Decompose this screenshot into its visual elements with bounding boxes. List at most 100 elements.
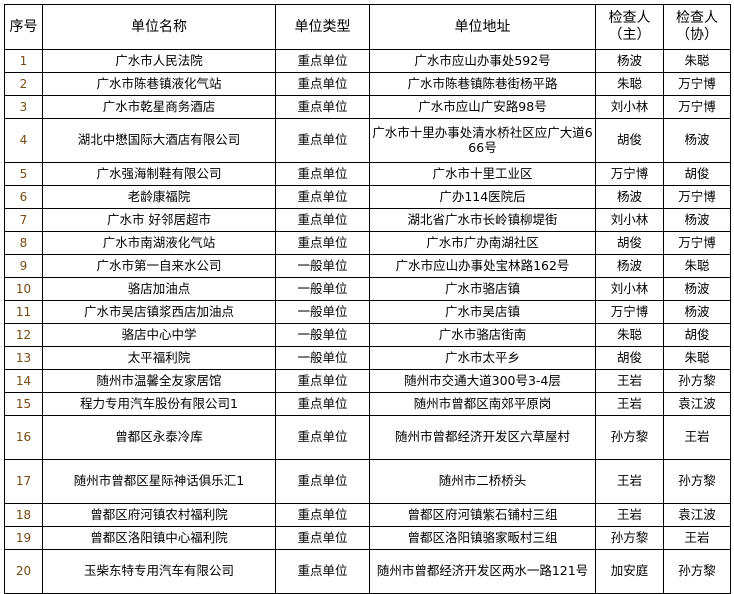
table-row: 10 骆店加油点 一般单位 广水市骆店镇 刘小林 杨波: [4, 277, 731, 301]
cell-main: 胡俊: [595, 118, 664, 163]
cell-seq: 6: [4, 185, 43, 209]
cell-main: 王岩: [595, 369, 664, 393]
table-row: 13 太平福利院 一般单位 广水市太平乡 胡俊 朱聪: [4, 346, 731, 370]
cell-main: 朱聪: [595, 72, 664, 96]
table-row: 2 广水市陈巷镇液化气站 重点单位 广水市陈巷镇陈巷街杨平路 朱聪 万宁博: [4, 72, 731, 96]
cell-type: 重点单位: [275, 415, 370, 460]
cell-seq: 8: [4, 231, 43, 255]
table-row: 15 程力专用汽车股份有限公司1 重点单位 随州市曾都区南郊平原岗 王岩 袁江波: [4, 392, 731, 416]
cell-name: 玉柴东特专用汽车有限公司: [42, 549, 276, 594]
cell-main: 王岩: [595, 459, 664, 504]
cell-assist: 王岩: [663, 415, 731, 460]
cell-assist: 胡俊: [663, 323, 731, 347]
unit-inspection-table: 序号 单位名称 单位类型 单位地址 检查人 （主） 检查人 （协） 1 广水市人民…: [4, 4, 731, 594]
cell-main: 胡俊: [595, 346, 664, 370]
cell-seq: 16: [4, 415, 43, 460]
table-row: 19 曾都区洛阳镇中心福利院 重点单位 曾都区洛阳镇骆家畈村三组 孙方黎 王岩: [4, 526, 731, 550]
column-header-assist-inspector-line2: （协）: [676, 27, 718, 43]
cell-assist: 万宁博: [663, 95, 731, 119]
cell-name: 骆店加油点: [42, 277, 276, 301]
cell-main: 胡俊: [595, 231, 664, 255]
cell-seq: 17: [4, 459, 43, 504]
cell-type: 重点单位: [275, 72, 370, 96]
cell-name: 广水市第一自来水公司: [42, 254, 276, 278]
cell-seq: 10: [4, 277, 43, 301]
cell-name: 随州市曾都区星际神话俱乐汇1: [42, 459, 276, 504]
cell-name: 曾都区永泰冷库: [42, 415, 276, 460]
cell-name: 随州市温馨全友家居馆: [42, 369, 276, 393]
table-row: 5 广水强海制鞋有限公司 重点单位 广水市十里工业区 万宁博 胡俊: [4, 162, 731, 186]
cell-addr: 广水市陈巷镇陈巷街杨平路: [369, 72, 596, 96]
cell-seq: 19: [4, 526, 43, 550]
cell-addr: 随州市交通大道300号3-4层: [369, 369, 596, 393]
table-row: 12 骆店中心中学 一般单位 广水市骆店街南 朱聪 胡俊: [4, 323, 731, 347]
cell-assist: 袁江波: [663, 392, 731, 416]
cell-seq: 15: [4, 392, 43, 416]
cell-main: 刘小林: [595, 277, 664, 301]
cell-name: 广水市吴店镇浆西店加油点: [42, 300, 276, 324]
cell-name: 老龄康福院: [42, 185, 276, 209]
cell-addr: 随州市曾都区南郊平原岗: [369, 392, 596, 416]
cell-type: 重点单位: [275, 392, 370, 416]
cell-addr: 广水市十里工业区: [369, 162, 596, 186]
column-header-main-inspector: 检查人 （主）: [595, 4, 664, 50]
cell-type: 重点单位: [275, 162, 370, 186]
cell-name: 湖北中懋国际大酒店有限公司: [42, 118, 276, 163]
cell-addr: 广办114医院后: [369, 185, 596, 209]
table-header: 序号 单位名称 单位类型 单位地址 检查人 （主） 检查人 （协）: [4, 4, 731, 50]
cell-name: 广水市陈巷镇液化气站: [42, 72, 276, 96]
cell-main: 朱聪: [595, 323, 664, 347]
cell-addr: 广水市骆店镇: [369, 277, 596, 301]
cell-type: 重点单位: [275, 231, 370, 255]
column-header-assist-inspector-line1: 检查人: [676, 10, 718, 27]
cell-addr: 广水市广办南湖社区: [369, 231, 596, 255]
cell-seq: 3: [4, 95, 43, 119]
cell-main: 万宁博: [595, 162, 664, 186]
cell-name: 程力专用汽车股份有限公司1: [42, 392, 276, 416]
cell-main: 杨波: [595, 49, 664, 73]
table-row: 18 曾都区府河镇农村福利院 重点单位 曾都区府河镇紫石铺村三组 王岩 袁江波: [4, 503, 731, 527]
table-row: 17 随州市曾都区星际神话俱乐汇1 重点单位 随州市二桥桥头 王岩 孙方黎: [4, 459, 731, 504]
cell-name: 广水市 好邻居超市: [42, 208, 276, 232]
cell-addr: 广水市吴店镇: [369, 300, 596, 324]
cell-main: 杨波: [595, 254, 664, 278]
cell-name: 太平福利院: [42, 346, 276, 370]
cell-assist: 袁江波: [663, 503, 731, 527]
header-row: 序号 单位名称 单位类型 单位地址 检查人 （主） 检查人 （协）: [4, 4, 731, 50]
cell-name: 广水市人民法院: [42, 49, 276, 73]
table-row: 4 湖北中懋国际大酒店有限公司 重点单位 广水市十里办事处清水桥社区应广大道666号胡…: [4, 118, 731, 163]
cell-assist: 杨波: [663, 208, 731, 232]
table-row: 14 随州市温馨全友家居馆 重点单位 随州市交通大道300号3-4层 王岩 孙方黎: [4, 369, 731, 393]
cell-seq: 2: [4, 72, 43, 96]
cell-name: 曾都区府河镇农村福利院: [42, 503, 276, 527]
cell-addr: 随州市曾都经济开发区六草屋村: [369, 415, 596, 460]
cell-assist: 朱聪: [663, 49, 731, 73]
cell-type: 重点单位: [275, 208, 370, 232]
table-row: 3 广水市乾星商务酒店 重点单位 广水市应山广安路98号 刘小林 万宁博: [4, 95, 731, 119]
cell-main: 孙方黎: [595, 526, 664, 550]
cell-seq: 20: [4, 549, 43, 594]
cell-assist: 胡俊: [663, 162, 731, 186]
table-row: 16 曾都区永泰冷库 重点单位 随州市曾都经济开发区六草屋村 孙方黎 王岩: [4, 415, 731, 460]
cell-seq: 13: [4, 346, 43, 370]
cell-seq: 4: [4, 118, 43, 163]
cell-main: 万宁博: [595, 300, 664, 324]
table-row: 1 广水市人民法院 重点单位 广水市应山办事处592号 杨波 朱聪: [4, 49, 731, 73]
column-header-assist-inspector: 检查人 （协）: [663, 4, 731, 50]
cell-seq: 18: [4, 503, 43, 527]
cell-addr: 广水市骆店街南: [369, 323, 596, 347]
cell-name: 骆店中心中学: [42, 323, 276, 347]
cell-type: 重点单位: [275, 185, 370, 209]
cell-assist: 朱聪: [663, 254, 731, 278]
table-row: 8 广水市南湖液化气站 重点单位 广水市广办南湖社区 胡俊 万宁博: [4, 231, 731, 255]
cell-type: 一般单位: [275, 323, 370, 347]
cell-seq: 14: [4, 369, 43, 393]
cell-addr: 随州市二桥桥头: [369, 459, 596, 504]
cell-seq: 5: [4, 162, 43, 186]
cell-addr: 曾都区洛阳镇骆家畈村三组: [369, 526, 596, 550]
cell-assist: 杨波: [663, 300, 731, 324]
cell-name: 广水强海制鞋有限公司: [42, 162, 276, 186]
column-header-name: 单位名称: [42, 4, 276, 50]
cell-type: 一般单位: [275, 300, 370, 324]
cell-main: 加安庭: [595, 549, 664, 594]
